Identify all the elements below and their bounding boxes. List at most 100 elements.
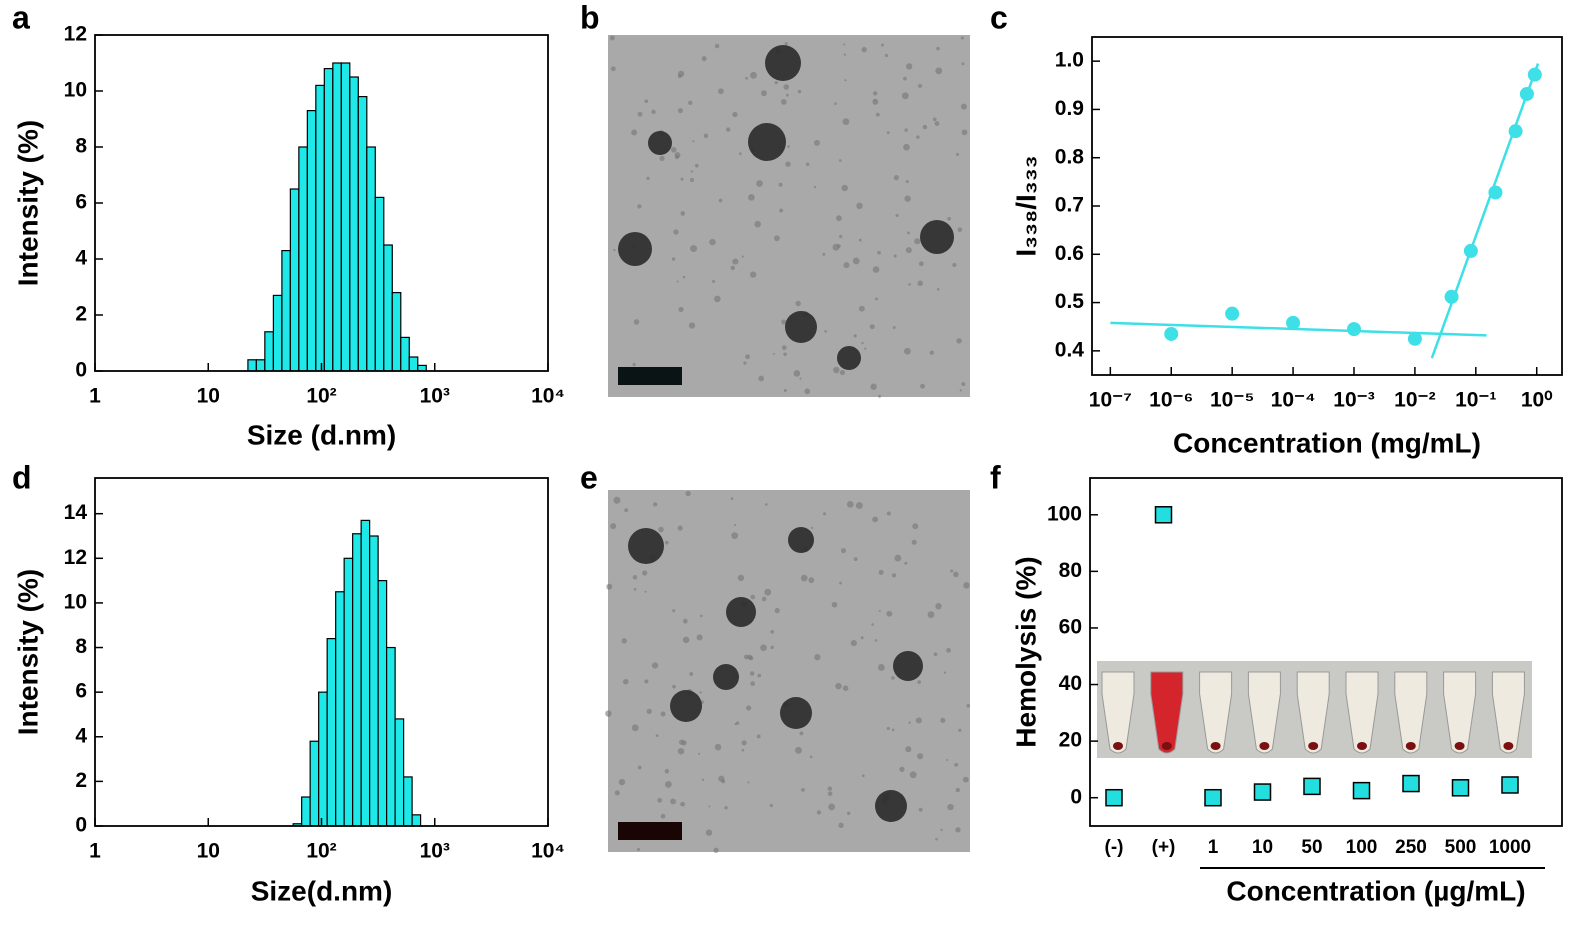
data-point xyxy=(1407,331,1422,346)
speck xyxy=(621,638,627,644)
y-tick-label: 4 xyxy=(75,724,87,747)
speck xyxy=(870,383,877,390)
speck xyxy=(892,326,896,329)
particle xyxy=(628,528,664,564)
speck xyxy=(760,90,767,97)
data-point xyxy=(1286,315,1301,330)
speck xyxy=(886,726,890,731)
y-tick-label: 10 xyxy=(64,590,87,613)
speck xyxy=(731,532,739,540)
speck xyxy=(637,204,642,209)
speck xyxy=(836,215,842,222)
speck xyxy=(750,271,757,278)
speck xyxy=(795,746,802,754)
speck xyxy=(699,691,702,694)
data-point xyxy=(1346,322,1361,337)
speck xyxy=(915,717,922,724)
speck xyxy=(769,803,773,808)
speck xyxy=(893,175,899,181)
speck xyxy=(741,740,747,746)
speck xyxy=(679,739,685,745)
speck xyxy=(772,352,776,355)
panel-label: c xyxy=(990,0,1008,35)
x-tick-label: 10⁻⁵ xyxy=(1210,389,1254,412)
speck xyxy=(932,117,937,122)
histogram-bar xyxy=(326,638,337,826)
speck xyxy=(835,682,842,690)
histogram-bar xyxy=(306,109,317,371)
speck xyxy=(785,161,791,167)
particle xyxy=(788,527,814,553)
speck xyxy=(682,618,688,624)
panel-label: e xyxy=(580,459,598,495)
histogram-bar xyxy=(281,250,291,371)
tube-pellet xyxy=(1210,742,1221,750)
speck xyxy=(813,139,820,146)
speck xyxy=(750,71,757,79)
speck xyxy=(904,561,908,565)
speck xyxy=(960,103,967,110)
speck xyxy=(827,791,833,796)
speck xyxy=(644,590,647,593)
histogram-bar xyxy=(357,95,368,371)
histogram-bar xyxy=(298,146,308,371)
speck xyxy=(869,324,875,330)
speck xyxy=(737,574,745,582)
speck xyxy=(960,36,964,40)
speck xyxy=(664,781,672,788)
y-tick-label: 2 xyxy=(75,769,87,792)
speck xyxy=(861,46,867,53)
speck xyxy=(660,813,666,819)
particle xyxy=(785,311,817,343)
y-tick-label: 6 xyxy=(75,191,87,214)
speck xyxy=(633,588,637,591)
speck xyxy=(914,238,921,245)
speck xyxy=(614,790,620,796)
y-tick-label: 4 xyxy=(75,247,87,270)
histogram-bar xyxy=(403,776,413,826)
speck xyxy=(781,345,787,351)
x-tick-label: 1 xyxy=(89,840,101,863)
speck xyxy=(606,583,613,590)
speck xyxy=(685,490,691,497)
y-axis-label: Intensity (%) xyxy=(12,120,43,286)
x-tick-label: 10⁴ xyxy=(531,385,565,408)
particle xyxy=(670,690,702,722)
x-tick-label: 10 xyxy=(197,385,220,408)
speck xyxy=(760,644,767,652)
x-tick-label: 10⁻⁷ xyxy=(1089,389,1132,412)
speck xyxy=(962,776,969,783)
speck xyxy=(637,765,642,770)
histogram-bar xyxy=(374,196,385,371)
particle xyxy=(780,697,812,729)
speck xyxy=(658,526,664,533)
tube-pellet xyxy=(1357,742,1367,750)
speck xyxy=(875,112,880,117)
speck xyxy=(733,523,737,527)
speck xyxy=(860,636,864,640)
x-tick-label: 10³ xyxy=(420,385,450,408)
x-axis-label: Size(d.nm) xyxy=(251,875,393,906)
speck xyxy=(947,216,952,221)
speck xyxy=(966,704,971,708)
fit-line xyxy=(1110,321,1487,337)
speck xyxy=(886,610,893,617)
speck xyxy=(955,787,960,793)
speck xyxy=(828,803,836,811)
speck xyxy=(871,623,874,626)
speck xyxy=(653,502,658,507)
speck xyxy=(660,711,666,717)
histogram-bar xyxy=(383,244,393,371)
speck xyxy=(955,827,961,833)
speck xyxy=(747,781,750,784)
y-tick-label: 0 xyxy=(1070,785,1082,808)
speck xyxy=(785,93,789,97)
speck xyxy=(745,354,750,360)
speck xyxy=(673,229,679,235)
speck xyxy=(843,262,850,269)
speck xyxy=(961,129,968,136)
speck xyxy=(839,370,845,376)
speck xyxy=(946,758,949,762)
speck xyxy=(730,265,736,271)
fit-line xyxy=(1430,63,1540,359)
